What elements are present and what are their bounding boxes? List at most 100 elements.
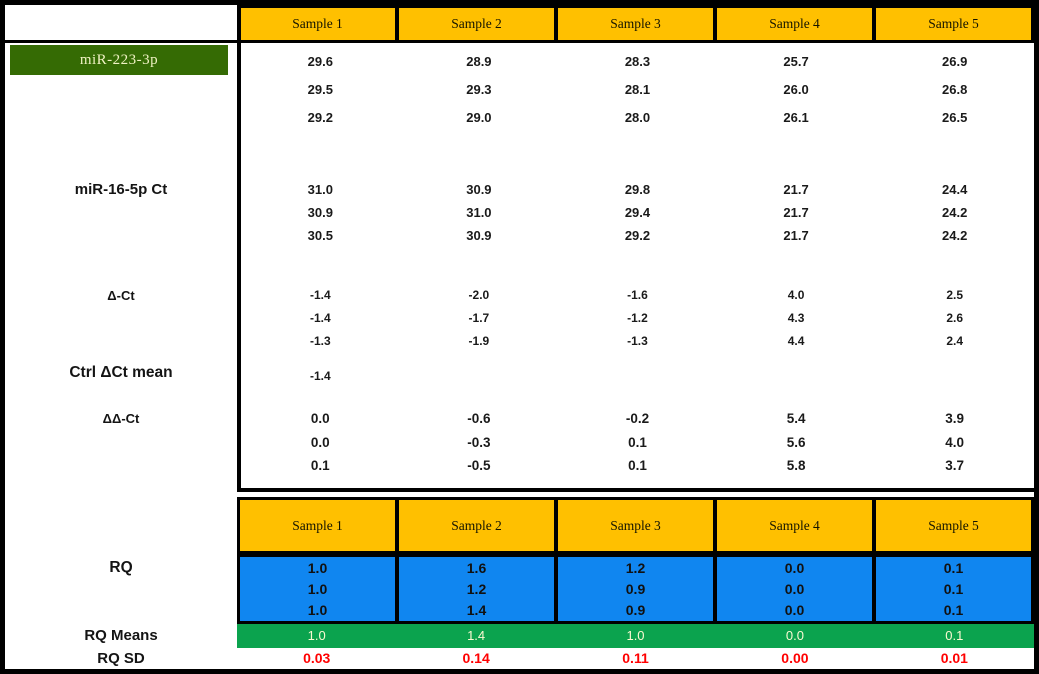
delta-ct-cell: -2.0 <box>468 288 490 302</box>
sample-column-header: Sample 4 <box>713 500 872 551</box>
rq-value: 0.1 <box>943 601 964 618</box>
rq-sample-cell: 0.0 0.0 0.0 <box>713 557 872 621</box>
sample-column-header: Sample 5 <box>872 8 1031 40</box>
rq-sd-value: 0.14 <box>462 650 490 666</box>
rq-sample-cell: 0.1 0.1 0.1 <box>872 557 1031 621</box>
delta-delta-ct-cell: 0.1 <box>310 458 330 473</box>
delta-delta-ct-cell: -0.6 <box>467 411 491 426</box>
ct-value-cell: 26.8 <box>942 82 968 97</box>
ct-value-cell: 31.0 <box>307 182 333 197</box>
sample-column-header: Sample 1 <box>240 8 395 40</box>
rq-means-row: 1.0 1.4 1.0 0.0 0.1 <box>237 624 1034 648</box>
sample-column-header: Sample 3 <box>554 8 713 40</box>
delta-delta-ct-cell: 3.9 <box>945 411 965 426</box>
ct-value-cell: 29.6 <box>307 54 333 69</box>
rq-value: 1.0 <box>307 559 328 576</box>
delta-delta-ct-cell: -0.3 <box>467 435 491 450</box>
rq-value: 0.0 <box>784 580 805 597</box>
rq-mean-value: 0.1 <box>945 628 964 643</box>
rq-sd-value: 0.01 <box>940 650 968 666</box>
row-label-rq-sd: RQ SD <box>97 650 145 667</box>
ct-value-cell: 25.7 <box>783 54 809 69</box>
sample-column-header: Sample 2 <box>395 500 554 551</box>
empty-cell <box>875 364 1034 388</box>
delta-ct-cell: 2.4 <box>946 334 964 348</box>
delta-delta-ct-cell: -0.5 <box>467 458 491 473</box>
rq-sd-row: 0.03 0.14 0.11 0.00 0.01 <box>237 648 1034 669</box>
delta-ct-cell: 2.6 <box>946 311 964 325</box>
ct-value-cell: 29.3 <box>466 82 492 97</box>
delta-delta-ct-cell: 0.0 <box>310 411 330 426</box>
rq-value: 0.1 <box>943 580 964 597</box>
rq-sample-cell: 1.6 1.2 1.4 <box>395 557 554 621</box>
ct-value-cell: 26.0 <box>783 82 809 97</box>
delta-delta-ct-cell: 0.1 <box>628 458 647 473</box>
delta-delta-ct-row: 0.0 -0.6 -0.2 5.4 3.9 <box>241 407 1034 431</box>
sample-header-row-top: Sample 1 Sample 2 Sample 3 Sample 4 Samp… <box>237 5 1034 43</box>
ct-value-cell: 29.2 <box>624 228 651 243</box>
rq-sample-cell: 1.2 0.9 0.9 <box>554 557 713 621</box>
delta-ct-row: -1.3 -1.9 -1.3 4.4 2.4 <box>241 330 1034 353</box>
ct-value-cell: 30.5 <box>307 228 333 243</box>
rq-mean-value: 0.0 <box>785 628 804 643</box>
delta-delta-ct-row: 0.1 -0.5 0.1 5.8 3.7 <box>241 454 1034 477</box>
sample-column-header: Sample 3 <box>554 500 713 551</box>
ct-value-cell: 28.9 <box>466 54 492 69</box>
mir16-ct-row: 31.0 30.9 29.8 21.7 24.4 <box>241 178 1034 201</box>
delta-ct-cell: 2.5 <box>946 288 964 302</box>
ct-value-cell: 31.0 <box>466 205 492 220</box>
row-label-delta-delta-ct: ΔΔ-Ct <box>102 411 140 426</box>
rq-value: 1.0 <box>307 601 328 618</box>
row-label-reference-ct: miR-16-5p Ct <box>74 181 168 198</box>
mir16-ct-row: 30.5 30.9 29.2 21.7 24.2 <box>241 224 1034 247</box>
rq-value: 0.0 <box>784 559 805 576</box>
ct-value-cell: 21.7 <box>783 182 809 197</box>
delta-ct-cell: -1.4 <box>309 288 331 302</box>
ctrl-mean-row: -1.4 <box>241 364 1034 388</box>
delta-delta-ct-row: 0.0 -0.3 0.1 5.6 4.0 <box>241 431 1034 454</box>
sample-column-header: Sample 1 <box>240 500 395 551</box>
delta-delta-ct-cell: 5.6 <box>786 435 806 450</box>
rq-values-block: 1.0 1.0 1.0 1.6 1.2 1.4 1.2 0.9 0.9 0.0 … <box>237 554 1034 624</box>
delta-delta-ct-cell: 5.4 <box>786 411 806 426</box>
row-label-ctrl-mean: Ctrl ΔCt mean <box>69 364 173 381</box>
delta-ct-cell: -1.6 <box>627 288 648 302</box>
delta-ct-cell: 4.3 <box>787 311 805 325</box>
rq-sd-value: 0.03 <box>303 650 331 666</box>
ct-value-cell: 29.0 <box>466 110 492 125</box>
delta-delta-ct-cell: 4.0 <box>945 435 965 450</box>
rq-value: 1.2 <box>625 559 646 576</box>
row-label-delta-ct: Δ-Ct <box>107 288 135 303</box>
ct-value-cell: 30.9 <box>466 182 492 197</box>
delta-ct-cell: 4.4 <box>787 334 805 348</box>
delta-ct-cell: -1.7 <box>468 311 490 325</box>
rq-value: 1.2 <box>466 580 487 597</box>
delta-ct-cell: 4.0 <box>787 288 805 302</box>
rq-mean-value: 1.0 <box>307 628 326 643</box>
rq-value: 0.9 <box>625 601 646 618</box>
delta-ct-row: -1.4 -2.0 -1.6 4.0 2.5 <box>241 284 1034 307</box>
ct-value-cell: 29.5 <box>307 82 333 97</box>
delta-ct-cell: -1.3 <box>309 334 331 348</box>
delta-ct-cell: -1.4 <box>309 311 331 325</box>
ct-value-cell: 28.3 <box>624 54 651 69</box>
ct-value-cell: 29.4 <box>624 205 651 220</box>
ctrl-mean-cell: -1.4 <box>309 369 331 383</box>
sample-header-row-bottom: Sample 1 Sample 2 Sample 3 Sample 4 Samp… <box>237 497 1034 554</box>
sample-column-header: Sample 5 <box>872 500 1031 551</box>
delta-ct-cell: -1.3 <box>627 334 648 348</box>
rq-sd-value: 0.11 <box>622 650 649 666</box>
target-mirna-label: miR-223-3p <box>10 45 228 75</box>
sample-column-header: Sample 2 <box>395 8 554 40</box>
mir223-ct-row: 29.5 29.3 28.1 26.0 26.8 <box>241 76 1034 104</box>
ct-value-cell: 24.2 <box>942 228 968 243</box>
ct-value-cell: 24.2 <box>942 205 968 220</box>
ct-value-cell: 21.7 <box>783 228 809 243</box>
label-column-divider <box>237 5 241 492</box>
rq-value: 1.4 <box>466 601 487 618</box>
ct-value-cell: 24.4 <box>942 182 968 197</box>
row-label-rq: RQ <box>109 559 133 576</box>
rq-sd-value: 0.00 <box>781 650 809 666</box>
mir16-ct-row: 30.9 31.0 29.4 21.7 24.2 <box>241 201 1034 224</box>
